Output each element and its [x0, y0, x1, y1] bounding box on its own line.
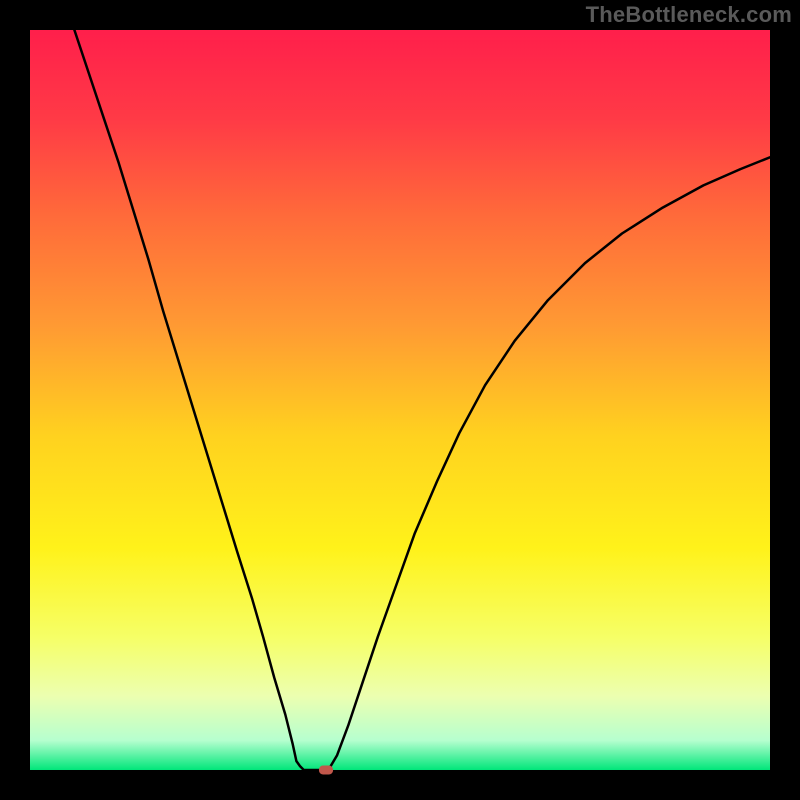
- bottleneck-chart: [0, 0, 800, 800]
- chart-frame: TheBottleneck.com: [0, 0, 800, 800]
- plot-area: [30, 30, 770, 770]
- watermark-text: TheBottleneck.com: [586, 2, 792, 28]
- minimum-marker: [319, 766, 333, 775]
